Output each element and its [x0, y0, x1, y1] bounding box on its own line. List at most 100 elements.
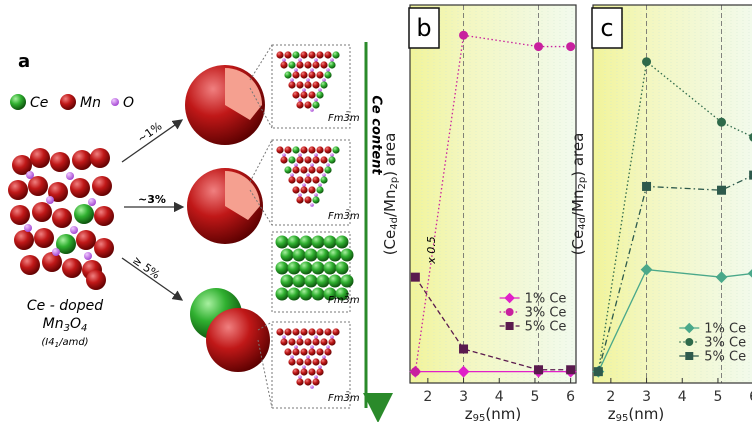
- caption: Ce - doped: [27, 298, 103, 314]
- atom: [326, 163, 330, 167]
- legend-marker: [506, 323, 513, 330]
- marker: [643, 58, 651, 66]
- atom: [320, 156, 327, 163]
- atom: [284, 348, 291, 355]
- atom: [300, 262, 313, 275]
- atom: [26, 171, 34, 179]
- atom: [50, 152, 70, 172]
- atom: [318, 88, 322, 92]
- atom: [306, 78, 310, 82]
- x-label-part: z: [465, 405, 473, 422]
- atom: [281, 249, 294, 262]
- atom: [316, 51, 323, 58]
- atom: [324, 262, 337, 275]
- atom: [306, 173, 310, 177]
- sg-part: /amd): [58, 337, 89, 348]
- atom: [326, 68, 330, 72]
- marker: [718, 186, 726, 194]
- atom: [88, 198, 96, 206]
- atom: [322, 355, 326, 359]
- atom: [320, 358, 327, 365]
- x-tick-label: 4: [678, 389, 687, 405]
- marker: [535, 366, 543, 374]
- atom: [308, 368, 315, 375]
- atom: [76, 230, 96, 250]
- atom: [292, 348, 299, 355]
- atom: [316, 146, 323, 153]
- atom: [304, 81, 311, 88]
- legend-marker: [686, 353, 693, 360]
- atom: [288, 236, 301, 249]
- atom: [316, 328, 323, 335]
- atom: [282, 335, 286, 339]
- atom: [276, 288, 289, 301]
- atom: [308, 91, 315, 98]
- atom: [20, 255, 40, 275]
- atom: [292, 51, 299, 58]
- y-label-part: /Mn: [569, 190, 587, 218]
- atom: [317, 249, 330, 262]
- atom: [74, 204, 94, 224]
- atom: [52, 248, 60, 256]
- atom: [302, 365, 306, 369]
- atom: [34, 228, 54, 248]
- atom: [318, 365, 322, 369]
- atom: [326, 345, 330, 349]
- panel-label: c: [600, 14, 613, 42]
- x-label-part: 95: [616, 413, 629, 422]
- atom: [296, 378, 303, 385]
- atom: [296, 176, 303, 183]
- atom: [288, 288, 301, 301]
- x-tick-label: 3: [642, 389, 651, 405]
- atom: [320, 61, 327, 68]
- y-label-part: ) area: [569, 133, 587, 177]
- atom: [312, 176, 319, 183]
- atom: [300, 348, 307, 355]
- atom: [314, 193, 318, 197]
- atom: [276, 51, 283, 58]
- atom: [300, 71, 307, 78]
- atom: [300, 166, 307, 173]
- atom: [316, 348, 323, 355]
- atom: [305, 275, 318, 288]
- formula: Mn3O4: [43, 316, 88, 334]
- legend-text: O: [123, 95, 134, 111]
- marker: [567, 366, 575, 374]
- space-group-label: Fm3̄m: [328, 111, 360, 124]
- atom: [94, 206, 114, 226]
- atom: [284, 71, 291, 78]
- atom: [280, 156, 287, 163]
- atom: [42, 252, 62, 272]
- atom: [284, 146, 291, 153]
- space-group-label: Fm3̄m: [328, 391, 360, 404]
- x-label-part: (nm): [628, 405, 664, 422]
- atom: [8, 180, 28, 200]
- atom: [276, 328, 283, 335]
- atom: [312, 358, 319, 365]
- atom: [308, 328, 315, 335]
- atom: [280, 61, 287, 68]
- sg-part: (I4: [41, 337, 54, 348]
- x-axis-label: z95(nm): [465, 405, 521, 422]
- atom: [314, 58, 318, 62]
- atom: [324, 348, 331, 355]
- atom: [312, 236, 325, 249]
- atom: [314, 335, 318, 339]
- formula-part: O: [70, 316, 81, 332]
- atom: [336, 236, 349, 249]
- atom: [306, 355, 310, 359]
- atom: [293, 249, 306, 262]
- atom: [94, 238, 114, 258]
- atom: [294, 345, 298, 349]
- atom: [290, 355, 294, 359]
- y-label-part: 2p: [389, 177, 400, 190]
- atom: [298, 335, 302, 339]
- atom: [336, 262, 349, 275]
- marker: [567, 43, 575, 51]
- atom: [316, 71, 323, 78]
- atom: [296, 156, 303, 163]
- atom: [312, 378, 319, 385]
- arrow-label: ≥ 5%: [130, 254, 162, 282]
- atom: [293, 275, 306, 288]
